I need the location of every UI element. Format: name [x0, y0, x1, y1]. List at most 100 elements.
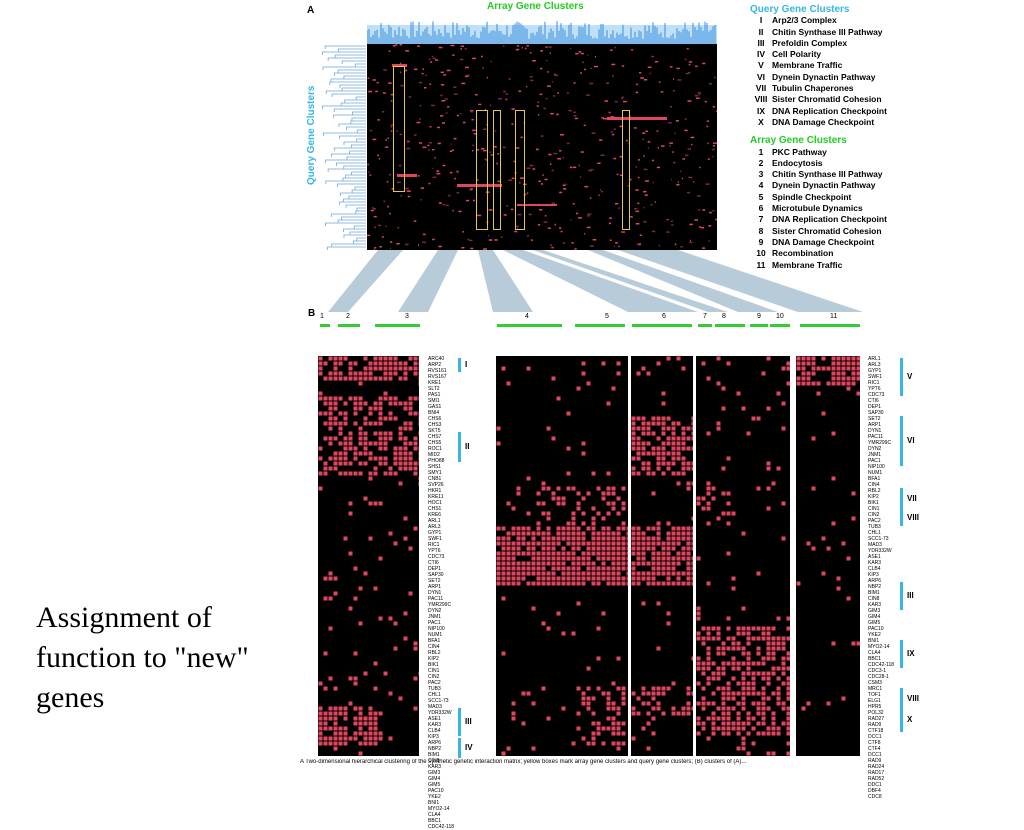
dendrogram-branch: [345, 100, 366, 103]
interaction-cell: [334, 402, 338, 406]
interaction-cell: [607, 402, 611, 406]
interaction-cell: [632, 537, 636, 541]
interaction-cell: [639, 244, 641, 246]
interaction-cell: [502, 577, 506, 581]
interaction-cell: [537, 502, 541, 506]
interaction-cell: [631, 49, 633, 51]
interaction-cell: [682, 158, 685, 160]
interaction-cell: [692, 517, 694, 521]
interaction-cell: [636, 223, 640, 225]
interaction-cell: [667, 467, 671, 471]
dendrogram-branch: [330, 82, 366, 85]
interaction-cell: [404, 442, 408, 446]
interaction-cell: [737, 627, 741, 631]
middle-heatmap-2-cells: [631, 356, 693, 756]
interaction-cell: [727, 647, 731, 651]
interaction-cell: [379, 462, 383, 466]
interaction-cell: [369, 452, 373, 456]
interaction-cell: [762, 717, 766, 721]
interaction-cell: [622, 522, 626, 526]
interaction-cell: [652, 432, 656, 436]
interaction-cell: [643, 191, 647, 193]
interaction-cell: [627, 527, 629, 531]
interaction-cell: [617, 372, 621, 376]
interaction-cell: [647, 427, 651, 431]
interaction-cell: [693, 181, 694, 183]
dendrogram-branch: [343, 229, 366, 232]
interaction-cell: [782, 647, 786, 651]
interaction-cell: [399, 467, 403, 471]
interaction-cell: [842, 367, 846, 371]
interaction-cell: [450, 172, 453, 174]
interaction-cell: [632, 572, 636, 576]
legend-item-number: II: [750, 27, 772, 38]
interaction-cell: [673, 90, 675, 92]
dendrogram-branch: [332, 244, 366, 247]
interaction-cell: [369, 422, 373, 426]
dendrogram-branch: [325, 46, 366, 49]
interaction-cell: [677, 422, 681, 426]
interaction-cell: [697, 502, 701, 506]
interaction-cell: [525, 48, 527, 50]
interaction-cell: [672, 562, 676, 566]
interaction-cell: [648, 147, 649, 149]
interaction-cell: [722, 717, 726, 721]
interaction-cell: [458, 211, 461, 213]
interaction-cell: [617, 722, 621, 726]
interaction-cell: [498, 98, 502, 100]
interaction-cell: [612, 502, 616, 506]
interaction-cell: [607, 472, 611, 476]
interaction-cell: [540, 94, 543, 96]
interaction-cell: [552, 81, 553, 83]
interaction-cell: [642, 532, 646, 536]
interaction-cell: [359, 587, 363, 591]
interaction-cell: [727, 697, 731, 701]
interaction-cell: [503, 91, 506, 93]
interaction-cell: [512, 577, 516, 581]
interaction-cell: [562, 582, 566, 586]
interaction-cell: [647, 562, 651, 566]
interaction-cell: [592, 712, 596, 716]
interaction-cell: [390, 241, 392, 243]
interaction-cell: [657, 362, 661, 366]
interaction-cell: [572, 742, 576, 746]
dendrogram-branch: [352, 172, 366, 175]
interaction-cell: [329, 427, 333, 431]
interaction-cell: [419, 422, 420, 426]
interaction-cell: [727, 687, 731, 691]
interaction-cell: [602, 727, 606, 731]
interaction-cell: [359, 427, 363, 431]
interaction-cell: [642, 452, 646, 456]
legend-item-number: 2: [750, 158, 772, 169]
interaction-cell: [630, 216, 633, 218]
interaction-cell: [503, 46, 505, 48]
interaction-cell: [772, 657, 776, 661]
interaction-cell: [547, 627, 551, 631]
interaction-cell: [324, 687, 328, 691]
interaction-cell: [697, 722, 701, 726]
dendrogram-branch: [334, 115, 366, 118]
interaction-cell: [592, 722, 596, 726]
interaction-cell: [509, 78, 511, 80]
interaction-cell: [374, 662, 378, 666]
interaction-cell: [466, 75, 470, 77]
interaction-cell: [334, 377, 338, 381]
interaction-cell: [657, 537, 661, 541]
interaction-cell: [592, 507, 596, 511]
interaction-cell: [572, 537, 576, 541]
interaction-cell: [667, 462, 671, 466]
interaction-cell: [727, 662, 731, 666]
interaction-cell: [319, 707, 323, 711]
interaction-cell: [390, 248, 391, 250]
interaction-cell: [717, 727, 721, 731]
interaction-cell: [692, 422, 694, 426]
dendrogram-branch: [331, 214, 366, 217]
interaction-cell: [349, 552, 353, 556]
interaction-cell: [539, 209, 542, 211]
interaction-cell: [652, 542, 656, 546]
interaction-cell: [354, 707, 358, 711]
interaction-cell: [692, 542, 694, 546]
interaction-cell: [645, 180, 649, 182]
interaction-cell: [697, 667, 701, 671]
interaction-cell: [742, 702, 746, 706]
